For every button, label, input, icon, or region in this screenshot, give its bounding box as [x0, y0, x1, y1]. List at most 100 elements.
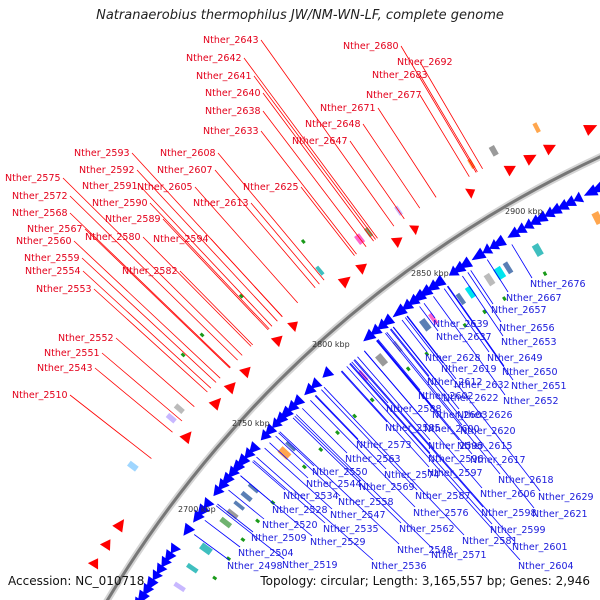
reverse-label-line — [310, 400, 416, 508]
rna-feature — [301, 464, 307, 470]
reverse-gene-label: Nther_2595 — [428, 441, 484, 452]
forward-label-line — [262, 110, 367, 247]
forward-gene-label: Nther_2641 — [196, 71, 252, 82]
reverse-gene-arrow — [544, 206, 556, 218]
reverse-gene-label: Nther_2596 — [428, 454, 484, 465]
cog-block — [428, 312, 439, 325]
cog-block — [375, 353, 389, 367]
reverse-gene-label: Nther_2619 — [441, 364, 497, 375]
reverse-gene-label: Nther_2585 — [385, 423, 441, 434]
reverse-label-line — [269, 442, 309, 479]
reverse-gene-label: Nther_2652 — [503, 396, 559, 407]
tick-label: 2750 kbp — [232, 419, 270, 428]
forward-gene-arrow — [287, 321, 298, 333]
forward-gene-arrow — [409, 225, 420, 236]
reverse-gene-label: Nther_2573 — [356, 440, 412, 451]
reverse-gene-label: Nther_2617 — [470, 455, 526, 466]
reverse-label-line — [292, 417, 402, 524]
forward-gene-label: Nther_2671 — [320, 103, 376, 114]
forward-gene-label: Nther_2613 — [193, 198, 249, 209]
cog-block — [226, 508, 239, 520]
reverse-label-line — [376, 340, 435, 410]
forward-label-line — [162, 218, 269, 331]
accession-text: Accession: NC_010718 — [8, 574, 145, 588]
forward-gene-arrow — [239, 366, 251, 379]
reverse-label-line — [240, 475, 313, 537]
forward-label-line — [260, 39, 395, 227]
outer-cog-block — [315, 265, 325, 276]
reverse-label-line — [467, 272, 502, 323]
reverse-gene-label: Nther_2628 — [425, 353, 481, 364]
reverse-label-line — [423, 302, 436, 319]
reverse-gene-arrow — [459, 256, 474, 269]
reverse-gene-label: Nther_2657 — [491, 305, 547, 316]
reverse-gene-arrow — [381, 313, 396, 327]
forward-gene-label: Nther_2648 — [305, 119, 361, 130]
reverse-gene-label: Nther_2651 — [511, 381, 567, 392]
forward-gene-label: Nther_2510 — [12, 390, 68, 401]
forward-label-line — [214, 169, 316, 288]
forward-label-line — [62, 177, 243, 356]
reverse-label-line — [377, 339, 421, 391]
forward-label-line — [400, 45, 477, 173]
reverse-label-line — [376, 340, 460, 441]
cog-block — [392, 340, 403, 353]
rna-feature — [482, 309, 487, 315]
reverse-gene-arrow — [411, 288, 428, 303]
rna-feature — [352, 413, 358, 419]
outer-cog-block — [363, 226, 374, 238]
forward-label-line — [115, 337, 195, 408]
reverse-label-line — [404, 317, 541, 492]
reverse-gene-arrow — [471, 247, 487, 261]
outer-rna-feature — [180, 352, 186, 358]
forward-gene-label: Nther_2608 — [160, 148, 216, 159]
forward-label-line — [139, 185, 273, 327]
reverse-gene-arrow — [590, 181, 600, 193]
outer-cog-block — [532, 122, 541, 134]
position-ticks: 2700 kbp 2750 kbp 2800 kbp 2850 kbp 2900 kbp — [178, 207, 543, 514]
reverse-label-line — [278, 432, 315, 467]
forward-gene-label: Nther_2567 — [27, 224, 83, 235]
forward-gene-label: Nther_2592 — [79, 165, 135, 176]
forward-label-line — [260, 130, 357, 255]
reverse-gene-arrow — [370, 323, 383, 336]
reverse-label-line — [315, 394, 359, 440]
forward-gene-label: Nther_2543 — [37, 363, 93, 374]
reverse-gene-arrow — [363, 328, 377, 342]
rna-feature — [462, 322, 468, 328]
forward-gene-label: Nther_2680 — [343, 41, 399, 52]
reverse-gene-arrow — [452, 260, 467, 274]
rna-feature — [240, 537, 246, 543]
reverse-gene-arrow — [213, 484, 225, 497]
reverse-gene-label: Nther_2547 — [330, 510, 386, 521]
reverse-gene-label: Nther_2550 — [312, 467, 368, 478]
forward-gene-label: Nther_2625 — [243, 182, 299, 193]
rna-feature — [226, 556, 232, 562]
forward-label-line — [349, 140, 405, 220]
reverse-gene-arrow — [556, 198, 570, 210]
reverse-gene-arrow — [573, 191, 585, 203]
forward-gene-arrow — [583, 125, 598, 136]
reverse-gene-arrow — [248, 441, 261, 454]
forward-label-line — [377, 107, 437, 198]
forward-gene-label: Nther_2692 — [397, 57, 453, 68]
forward-gene-label: Nther_2572 — [12, 191, 68, 202]
reverse-gene-arrow — [523, 218, 535, 229]
forward-label-line — [419, 61, 483, 170]
reverse-gene-label: Nther_2574 — [384, 470, 440, 481]
reverse-label-line — [217, 503, 254, 533]
gene-labels: Nther_2643 Nther_2642 Nther_2641 Nther_2640… — [5, 35, 594, 572]
forward-gene-arrow — [390, 237, 403, 249]
reverse-gene-arrow — [279, 405, 294, 421]
reverse-gene-label: Nther_2599 — [490, 525, 546, 536]
reverse-label-line — [264, 447, 333, 510]
reverse-label-line — [385, 333, 501, 475]
reverse-label-line — [376, 339, 473, 455]
forward-label-line — [69, 195, 238, 361]
forward-gene-arrow — [270, 335, 283, 348]
reverse-gene-label: Nther_2676 — [530, 279, 586, 290]
reverse-label-line — [406, 315, 457, 380]
backbone-ring — [105, 155, 600, 600]
reverse-label-line — [295, 414, 434, 550]
